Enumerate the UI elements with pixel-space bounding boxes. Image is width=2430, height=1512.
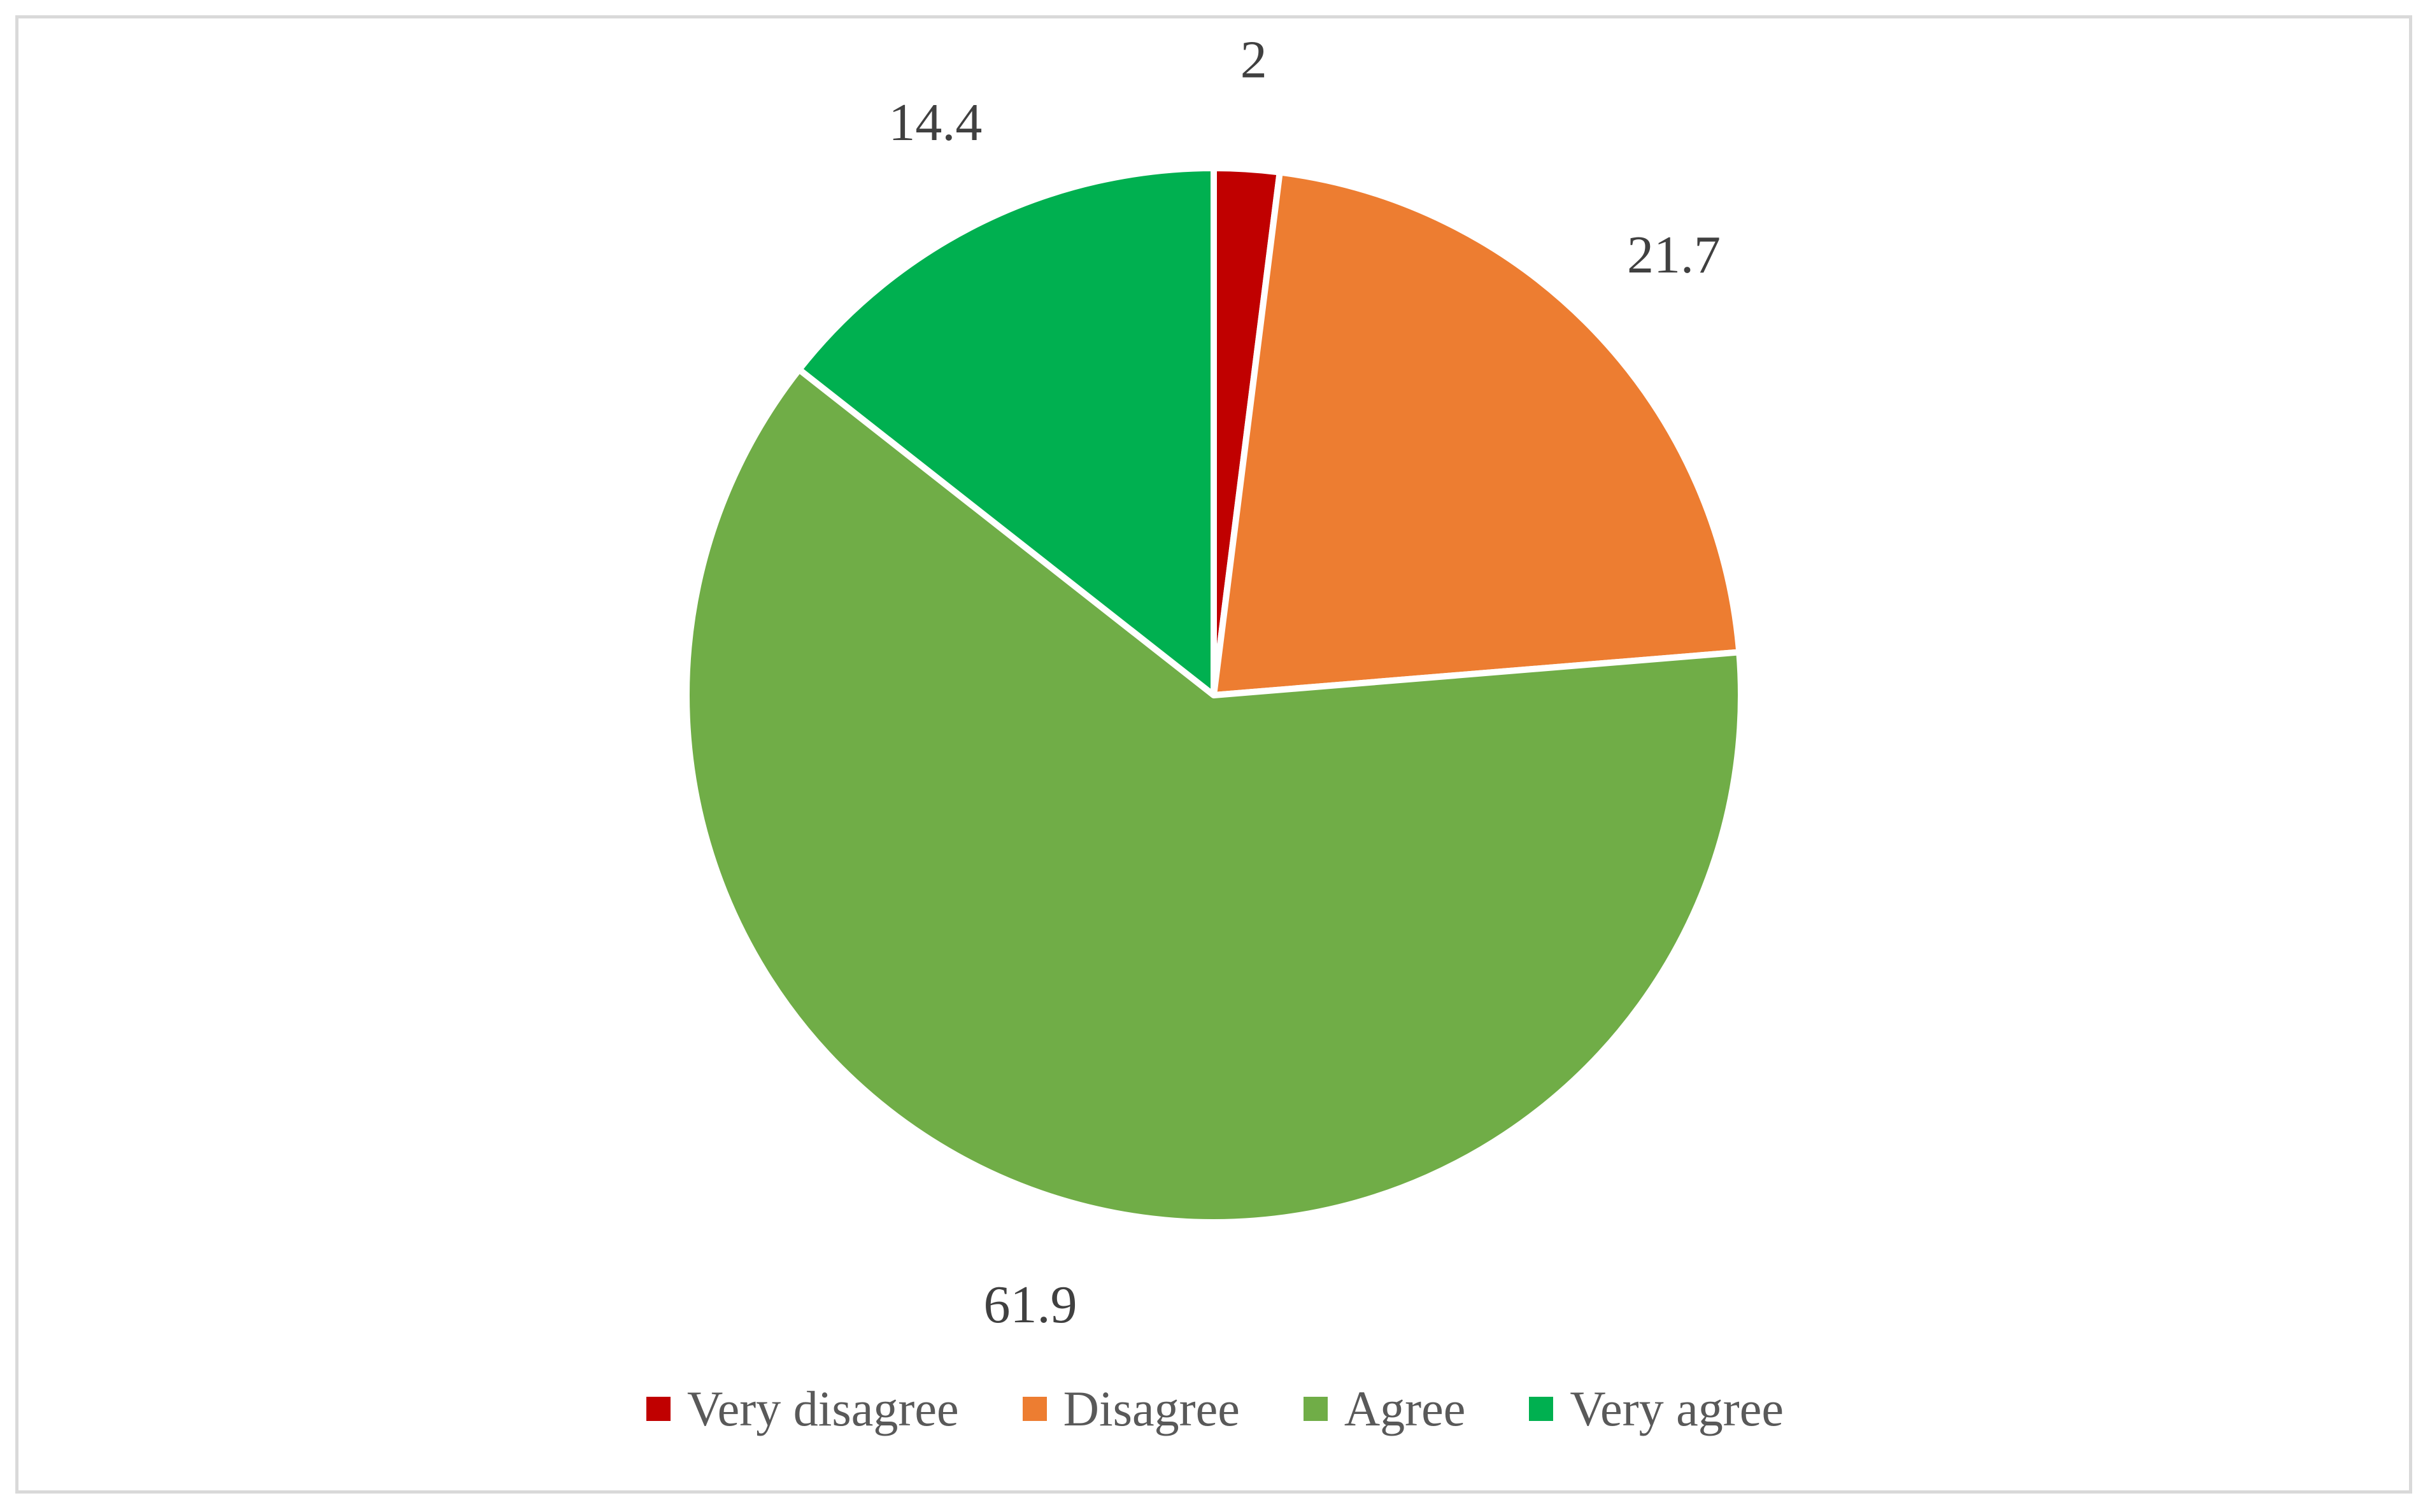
- pie-slices: [683, 165, 1744, 1226]
- legend-item-agree: Agree: [1303, 1380, 1466, 1438]
- data-label-very-disagree: 2: [1240, 30, 1267, 89]
- legend-swatch-disagree: [1022, 1397, 1047, 1421]
- legend-label-agree: Agree: [1344, 1381, 1466, 1436]
- data-label-very-agree: 14.4: [888, 93, 982, 152]
- legend-label-very-agree: Very agree: [1570, 1381, 1784, 1436]
- legend-item-very-agree: Very agree: [1529, 1380, 1784, 1438]
- pie-slice-very-agree: [795, 165, 1217, 698]
- legend-item-very-disagree: Very disagree: [646, 1380, 959, 1438]
- legend: Very disagree Disagree Agree Very agree: [0, 1380, 2430, 1438]
- pie-slice-agree: [683, 366, 1744, 1226]
- legend-swatch-very-disagree: [646, 1397, 671, 1421]
- data-label-agree: 61.9: [983, 1275, 1077, 1334]
- legend-item-disagree: Disagree: [1022, 1380, 1240, 1438]
- legend-swatch-agree: [1303, 1397, 1328, 1421]
- legend-label-disagree: Disagree: [1063, 1381, 1240, 1436]
- legend-swatch-very-agree: [1529, 1397, 1554, 1421]
- data-label-disagree: 21.7: [1627, 225, 1721, 285]
- legend-label-very-disagree: Very disagree: [686, 1381, 959, 1436]
- data-labels: 2 21.7 61.9 14.4: [888, 30, 1721, 1334]
- pie-slice-disagree: [1211, 169, 1743, 698]
